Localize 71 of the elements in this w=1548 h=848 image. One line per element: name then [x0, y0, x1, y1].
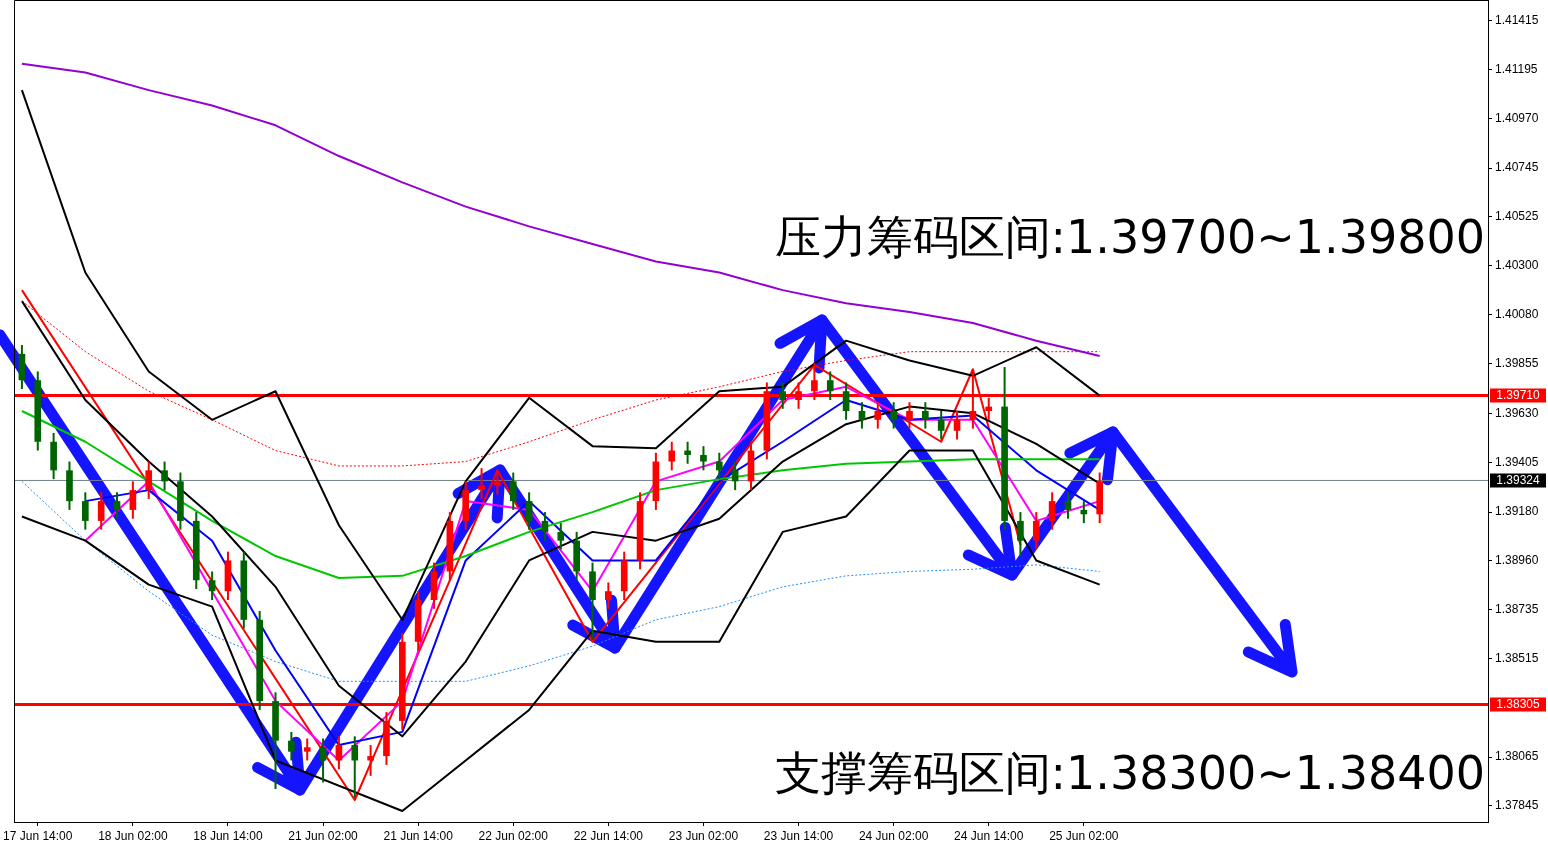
candlestick [826, 370, 834, 402]
x-tick-label: 23 Jun 02:00 [668, 828, 739, 843]
candlestick [129, 480, 137, 520]
y-tick-label: 1.38735 [1495, 602, 1539, 617]
x-tick-label: 18 Jun 02:00 [98, 828, 168, 843]
x-tick-label: 17 Jun 14:00 [3, 828, 73, 843]
candlestick [1017, 511, 1024, 558]
y-tick-label: 1.39630 [1495, 405, 1539, 420]
candlestick [700, 445, 707, 472]
candlestick [1032, 511, 1040, 551]
annotation: 支撑筹码区间:1.38300~1.38400 [774, 746, 1485, 800]
y-tick-label: 1.38960 [1495, 552, 1539, 567]
ref-line-label: 1.39710 [1496, 387, 1541, 402]
y-tick-label: 1.40300 [1495, 258, 1539, 273]
x-tick-label: 24 Jun 02:00 [858, 828, 929, 843]
candlestick [842, 381, 850, 421]
y-tick-label: 1.38515 [1495, 650, 1539, 665]
x-tick-label: 21 Jun 14:00 [383, 828, 454, 843]
x-tick-label: 23 Jun 14:00 [763, 828, 834, 843]
candlestick [605, 581, 612, 610]
y-tick-label: 1.41195 [1495, 61, 1538, 76]
y-tick-label: 1.41415 [1495, 13, 1539, 28]
ref-line-label: 1.38305 [1496, 696, 1541, 711]
candlestick [478, 467, 485, 500]
line-series [21, 480, 1101, 682]
x-tick-label: 25 Jun 02:00 [1049, 828, 1119, 843]
annotation: 压力筹码区间:1.39700~1.39800 [774, 210, 1485, 264]
x-tick-label: 21 Jun 02:00 [288, 828, 359, 843]
candlestick [779, 381, 787, 410]
candlestick [953, 410, 961, 441]
y-tick-label: 1.40745 [1495, 160, 1539, 175]
candlestick [303, 737, 311, 762]
candlestick [494, 471, 501, 496]
candlestick [288, 730, 295, 762]
y-tick-label: 1.39405 [1495, 454, 1539, 469]
candlestick [509, 471, 517, 511]
candlestick [858, 401, 866, 430]
candlestick [541, 511, 549, 542]
candlestick [367, 744, 374, 777]
candlestick [906, 401, 913, 430]
x-tick-label: 18 Jun 14:00 [193, 828, 263, 843]
y-tick-label: 1.37845 [1495, 797, 1539, 812]
candlestick [937, 410, 945, 441]
y-tick-label: 1.38065 [1495, 749, 1539, 764]
candlestick [890, 401, 897, 430]
candlestick [208, 570, 216, 602]
candlestick [684, 440, 691, 465]
candlestick [874, 401, 882, 430]
candlestick [668, 440, 676, 472]
y-tick-label: 1.40080 [1495, 306, 1539, 321]
candlestick [1064, 491, 1072, 520]
candlestick [351, 735, 359, 799]
ref-line-label: 1.39324 [1496, 472, 1541, 487]
candlestick [145, 460, 153, 500]
x-tick-label: 24 Jun 14:00 [954, 828, 1024, 843]
x-tick-label: 22 Jun 02:00 [478, 828, 549, 843]
candlestick [161, 460, 168, 492]
candlestick [97, 491, 105, 531]
y-tick-label: 1.39180 [1495, 504, 1539, 519]
candlestick [113, 491, 121, 520]
candlestick [81, 491, 89, 531]
candlestick [731, 460, 739, 492]
y-tick-label: 1.40525 [1495, 208, 1539, 223]
candlestick [715, 451, 723, 481]
y-tick-label: 1.39855 [1495, 356, 1539, 371]
y-tick-label: 1.40970 [1495, 111, 1539, 125]
candlestick [1048, 491, 1056, 531]
candlestick [525, 491, 533, 531]
candlestick [922, 401, 929, 430]
candlestick [557, 522, 565, 551]
x-tick-label: 22 Jun 14:00 [573, 828, 644, 843]
